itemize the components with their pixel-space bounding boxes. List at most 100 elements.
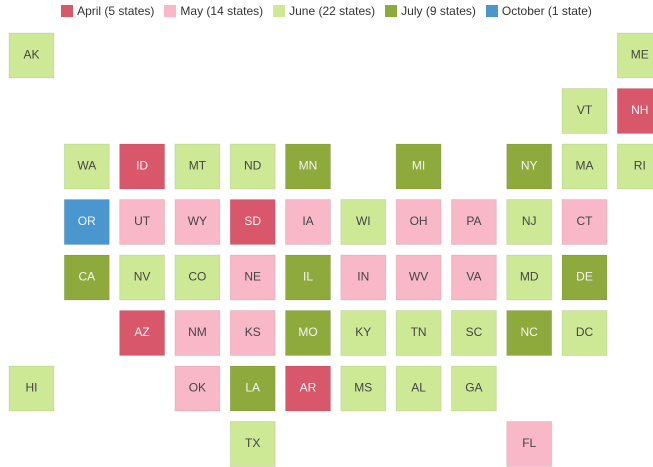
state-tile <box>174 310 221 356</box>
state-tile <box>340 254 387 301</box>
state-tile <box>506 199 553 245</box>
state-tile <box>561 88 608 134</box>
state-label: SD <box>244 214 261 228</box>
state-label: MI <box>412 159 425 173</box>
legend-item: July (9 states) <box>385 4 476 18</box>
state-tile <box>340 365 387 412</box>
state-tile <box>229 310 276 356</box>
state-label: IN <box>357 270 369 284</box>
state-label: HI <box>26 381 38 395</box>
state-label: NE <box>244 270 261 284</box>
state-tile <box>285 310 331 356</box>
state-tile <box>450 254 497 301</box>
state-label: DC <box>576 325 594 339</box>
legend-item: June (22 states) <box>273 4 375 18</box>
state-tile <box>561 143 608 190</box>
state-tile <box>229 365 276 412</box>
state-tile <box>450 365 497 412</box>
state-label: TX <box>245 436 260 450</box>
state-label: GA <box>465 381 482 395</box>
state-tile <box>561 310 608 356</box>
state-label: IL <box>303 270 313 284</box>
state-label: DE <box>576 270 593 284</box>
state-tile <box>285 365 331 412</box>
state-label: ID <box>136 159 148 173</box>
state-tile <box>285 199 331 245</box>
state-label: ND <box>244 159 262 173</box>
state-label: IA <box>302 214 313 228</box>
state-label: VA <box>466 270 481 284</box>
state-tile <box>506 254 553 301</box>
state-label: MA <box>576 159 594 173</box>
state-tile <box>450 199 497 245</box>
state-label: RI <box>634 159 646 173</box>
legend-swatch <box>164 5 177 17</box>
state-tile <box>119 254 166 301</box>
state-tile <box>119 143 166 190</box>
legend-label: July (9 states) <box>401 4 476 18</box>
state-tile <box>616 143 653 190</box>
state-tile <box>229 143 276 190</box>
legend-item: April (5 states) <box>61 4 154 18</box>
state-label: CA <box>78 270 95 284</box>
state-tile <box>119 310 166 356</box>
legend-label: April (5 states) <box>77 4 155 18</box>
state-label: OH <box>410 214 428 228</box>
state-label: WI <box>356 214 371 228</box>
state-label: NJ <box>522 214 537 228</box>
state-tile <box>340 199 387 245</box>
state-tile <box>8 32 55 79</box>
state-tile <box>395 143 442 190</box>
state-tile <box>229 421 276 467</box>
state-tile <box>285 143 331 190</box>
state-tile <box>63 199 110 245</box>
state-label: PA <box>466 214 481 228</box>
state-label: TN <box>411 325 427 339</box>
state-tile <box>506 310 553 356</box>
state-tile <box>561 254 608 301</box>
state-tile <box>63 143 110 190</box>
state-label: ME <box>631 48 649 62</box>
state-label: AZ <box>134 325 149 339</box>
legend-label: June (22 states) <box>289 4 376 18</box>
state-label: MN <box>299 159 318 173</box>
state-label: NV <box>134 270 151 284</box>
legend-swatch <box>61 5 74 17</box>
state-label: WY <box>188 214 207 228</box>
state-label: CT <box>577 214 594 228</box>
legend-label: October (1 state) <box>501 4 592 18</box>
state-tile <box>174 254 221 301</box>
state-tile <box>395 365 442 412</box>
state-tile <box>395 254 442 301</box>
state-label: NY <box>521 159 538 173</box>
state-tile <box>616 32 653 79</box>
state-tile <box>395 199 442 245</box>
state-label: WV <box>409 270 428 284</box>
state-label: MS <box>354 381 372 395</box>
legend: April (5 states) May (14 states) June (22 … <box>0 4 653 18</box>
state-label: LA <box>245 381 260 395</box>
state-tile <box>561 199 608 245</box>
state-tile <box>616 88 653 134</box>
legend-swatch <box>273 5 286 17</box>
state-label: MO <box>298 325 317 339</box>
state-label: FL <box>522 436 536 450</box>
legend-swatch <box>485 5 498 17</box>
legend-item: October (1 state) <box>485 4 592 18</box>
state-label: MD <box>520 270 539 284</box>
state-tile <box>450 310 497 356</box>
state-label: OK <box>189 381 206 395</box>
state-label: WA <box>77 159 96 173</box>
state-tile <box>395 310 442 356</box>
state-label: AK <box>23 48 39 62</box>
state-tile <box>506 143 553 190</box>
state-label: NM <box>188 325 207 339</box>
state-tile <box>229 199 276 245</box>
state-label: NC <box>521 325 539 339</box>
state-label: AL <box>411 381 426 395</box>
state-tile <box>285 254 331 301</box>
state-label: AR <box>300 381 317 395</box>
state-label: NH <box>631 103 648 117</box>
